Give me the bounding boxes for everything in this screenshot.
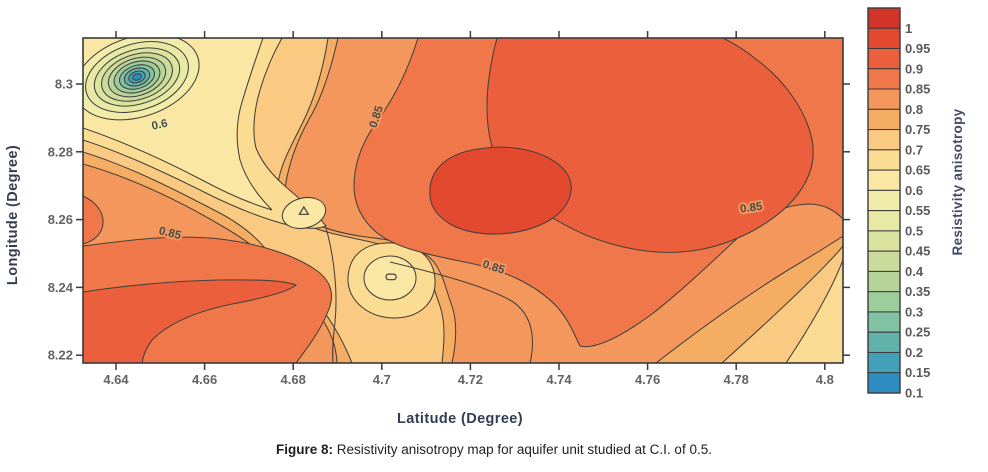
colorbar-block xyxy=(867,291,901,313)
local-low-oval-small xyxy=(281,196,327,230)
local-low-oval-inner xyxy=(363,255,417,301)
contour-line-mid xyxy=(389,261,533,363)
plot-frame xyxy=(82,37,844,364)
colorbar-block xyxy=(867,68,901,90)
colorbar-tick-label: 0.35 xyxy=(905,284,930,299)
colorbar-tick-label: 0.65 xyxy=(905,163,930,178)
colorbar-block xyxy=(867,270,901,293)
colorbar-block xyxy=(867,210,901,232)
x-tick-label: 4.66 xyxy=(192,372,217,387)
colorbar-block xyxy=(867,372,901,394)
colorbar-block xyxy=(867,88,901,110)
colorbar-tick-label: 0.15 xyxy=(905,365,930,380)
ring-0.10 xyxy=(132,73,142,81)
colorbar-tick-label: 0.3 xyxy=(905,304,923,319)
x-tick-label: 4.78 xyxy=(724,372,749,387)
contour-line-saddle xyxy=(325,227,337,363)
colorbar-tick-label: 0.7 xyxy=(905,142,923,157)
colorbar-block xyxy=(867,331,901,353)
band-left-wedge xyxy=(83,195,104,245)
contour-label: 0.85 xyxy=(739,201,763,216)
colorbar-block xyxy=(867,7,901,29)
y-tick-label: 8.24 xyxy=(48,280,74,295)
figure-caption-label: Figure 8: xyxy=(276,442,334,457)
x-tick-label: 4.74 xyxy=(546,372,572,387)
figure-caption: Figure 8: Resistivity anisotropy map for… xyxy=(0,442,988,457)
colorbar-block xyxy=(867,311,901,333)
colorbar-blocks xyxy=(867,7,901,394)
colorbar-block xyxy=(867,108,901,131)
colorbar-block xyxy=(867,189,901,212)
x-tick-label: 4.76 xyxy=(635,372,660,387)
colorbar-tick-label: 0.45 xyxy=(905,244,930,259)
colorbar-labels: 1 0.95 0.9 0.85 0.8 0.75 0.7 0.65 0.6 0.55 0.5 0.45… xyxy=(905,21,930,401)
colorbar-tick-label: 0.85 xyxy=(905,82,930,97)
y-tick-label: 8.3 xyxy=(55,77,73,92)
colorbar-block xyxy=(867,351,901,374)
x-axis-title: Latitude (Degree) xyxy=(397,411,523,427)
colorbar-tick-label: 0.55 xyxy=(905,203,930,218)
point-marker-layer xyxy=(298,205,397,281)
colorbar-tick-label: 0.75 xyxy=(905,122,930,137)
bullseye-minimum xyxy=(83,38,200,121)
y-axis-ticks: 8.3 8.28 8.26 8.24 8.22 xyxy=(48,77,850,363)
colorbar-tick-label: 0.9 xyxy=(905,61,923,76)
colorbar-block xyxy=(867,230,901,252)
y-axis-title: Longitude (Degree) xyxy=(5,145,21,285)
colorbar-tick-label: 0.6 xyxy=(905,183,923,198)
contour-label: 0.6 xyxy=(151,118,169,133)
colorbar-tick-label: 0.4 xyxy=(905,264,924,279)
band-red-core xyxy=(429,146,572,235)
colorbar-block xyxy=(867,169,901,191)
colorbar-block xyxy=(867,149,901,171)
band-se-paleyellow xyxy=(785,259,843,363)
x-tick-label: 4.7 xyxy=(373,372,391,387)
x-axis-ticks: 4.64 4.66 4.68 4.7 4.72 4.74 4.76 4.78 4.8 xyxy=(103,31,834,387)
x-tick-label: 4.68 xyxy=(281,372,306,387)
colorbar-block xyxy=(867,129,901,151)
colorbar-tick-label: 0.8 xyxy=(905,102,923,117)
colorbar-tick-label: 0.95 xyxy=(905,41,930,56)
x-tick-label: 4.64 xyxy=(103,372,129,387)
contour-map-svg: 0.60.850.850.850.85 4.64 4.66 4.68 4.7 4.72 4… xyxy=(5,7,965,427)
colorbar-block xyxy=(867,27,901,50)
colorbar-block xyxy=(867,48,901,70)
y-tick-label: 8.28 xyxy=(48,144,73,159)
x-tick-label: 4.8 xyxy=(816,372,834,387)
band-tongue-red xyxy=(83,279,298,363)
colorbar-tick-label: 0.1 xyxy=(905,386,923,401)
colorbar-block xyxy=(867,250,901,272)
colorbar-tick-label: 1 xyxy=(905,21,912,36)
x-tick-label: 4.72 xyxy=(458,372,483,387)
colorbar-tick-label: 0.2 xyxy=(905,345,923,360)
rectangle-marker xyxy=(385,273,397,281)
contour-bands xyxy=(83,38,843,363)
colorbar-frame xyxy=(867,7,901,394)
y-tick-label: 8.22 xyxy=(48,348,73,363)
figure-caption-text: Resistivity anisotropy map for aquifer u… xyxy=(333,442,712,457)
colorbar-tick-label: 0.25 xyxy=(905,325,930,340)
triangle-marker xyxy=(298,205,310,215)
colorbar-title: Resistivity anisotropy xyxy=(950,108,965,255)
y-tick-label: 8.26 xyxy=(48,212,73,227)
colorbar-tick-label: 0.5 xyxy=(905,223,923,238)
